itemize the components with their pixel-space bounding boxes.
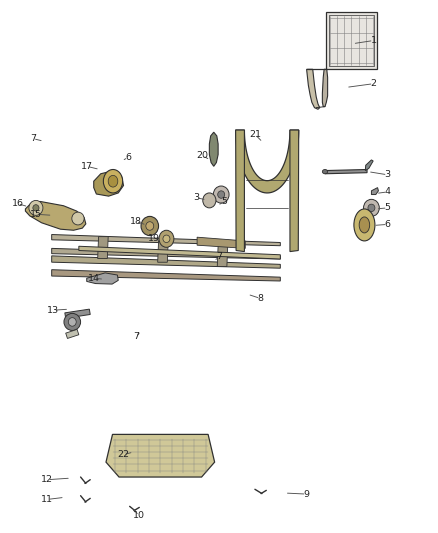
Ellipse shape bbox=[159, 230, 174, 247]
Polygon shape bbox=[52, 248, 280, 259]
Text: 3: 3 bbox=[385, 171, 391, 179]
Polygon shape bbox=[52, 256, 280, 268]
Polygon shape bbox=[371, 188, 378, 195]
Text: 4: 4 bbox=[385, 188, 391, 196]
Polygon shape bbox=[209, 132, 218, 166]
Text: 6: 6 bbox=[125, 153, 131, 161]
Ellipse shape bbox=[141, 216, 159, 236]
Polygon shape bbox=[326, 12, 377, 69]
Text: 19: 19 bbox=[148, 234, 160, 243]
Text: 1: 1 bbox=[371, 36, 377, 45]
Text: 21: 21 bbox=[249, 130, 261, 139]
Ellipse shape bbox=[163, 235, 170, 243]
Polygon shape bbox=[65, 309, 90, 318]
Polygon shape bbox=[25, 201, 86, 230]
Polygon shape bbox=[106, 434, 215, 477]
Ellipse shape bbox=[68, 318, 76, 326]
Ellipse shape bbox=[64, 313, 81, 330]
Text: 15: 15 bbox=[30, 210, 42, 219]
Polygon shape bbox=[52, 270, 280, 281]
Polygon shape bbox=[322, 69, 328, 107]
Polygon shape bbox=[217, 245, 228, 266]
Text: 12: 12 bbox=[41, 475, 53, 484]
Polygon shape bbox=[87, 273, 118, 284]
Text: 10: 10 bbox=[133, 511, 145, 520]
Text: 20: 20 bbox=[196, 151, 208, 160]
Text: 7: 7 bbox=[30, 134, 36, 143]
Polygon shape bbox=[325, 169, 367, 174]
Polygon shape bbox=[307, 69, 320, 109]
Text: 5: 5 bbox=[385, 204, 391, 212]
Text: 14: 14 bbox=[88, 274, 100, 282]
Polygon shape bbox=[236, 130, 299, 193]
Polygon shape bbox=[52, 235, 280, 246]
Polygon shape bbox=[290, 130, 299, 252]
Ellipse shape bbox=[203, 193, 216, 208]
Text: 22: 22 bbox=[117, 450, 130, 459]
Ellipse shape bbox=[72, 212, 84, 225]
Ellipse shape bbox=[146, 222, 154, 230]
Polygon shape bbox=[158, 241, 168, 262]
Text: 6: 6 bbox=[385, 220, 391, 229]
Text: 3: 3 bbox=[193, 193, 199, 202]
Text: 7: 7 bbox=[216, 253, 222, 261]
Ellipse shape bbox=[29, 200, 43, 215]
Text: 13: 13 bbox=[47, 306, 60, 314]
Polygon shape bbox=[236, 130, 244, 252]
Ellipse shape bbox=[354, 209, 375, 241]
Text: 11: 11 bbox=[41, 495, 53, 504]
Text: 9: 9 bbox=[304, 490, 310, 498]
Polygon shape bbox=[79, 246, 280, 259]
Text: 2: 2 bbox=[371, 79, 377, 88]
Polygon shape bbox=[66, 329, 79, 338]
Polygon shape bbox=[365, 160, 373, 171]
Ellipse shape bbox=[364, 199, 379, 216]
Text: 18: 18 bbox=[130, 217, 142, 226]
Text: 5: 5 bbox=[221, 197, 227, 206]
Polygon shape bbox=[197, 237, 245, 248]
Polygon shape bbox=[94, 171, 124, 196]
Text: 16: 16 bbox=[11, 199, 24, 208]
Ellipse shape bbox=[103, 169, 123, 193]
Polygon shape bbox=[98, 237, 108, 259]
Ellipse shape bbox=[359, 217, 370, 233]
Text: 8: 8 bbox=[258, 294, 264, 303]
Ellipse shape bbox=[368, 204, 375, 212]
Ellipse shape bbox=[33, 205, 39, 211]
Ellipse shape bbox=[218, 191, 225, 198]
Text: 7: 7 bbox=[133, 333, 139, 341]
Text: 17: 17 bbox=[81, 162, 93, 171]
Ellipse shape bbox=[213, 186, 229, 203]
Ellipse shape bbox=[322, 169, 328, 174]
Ellipse shape bbox=[108, 175, 118, 187]
